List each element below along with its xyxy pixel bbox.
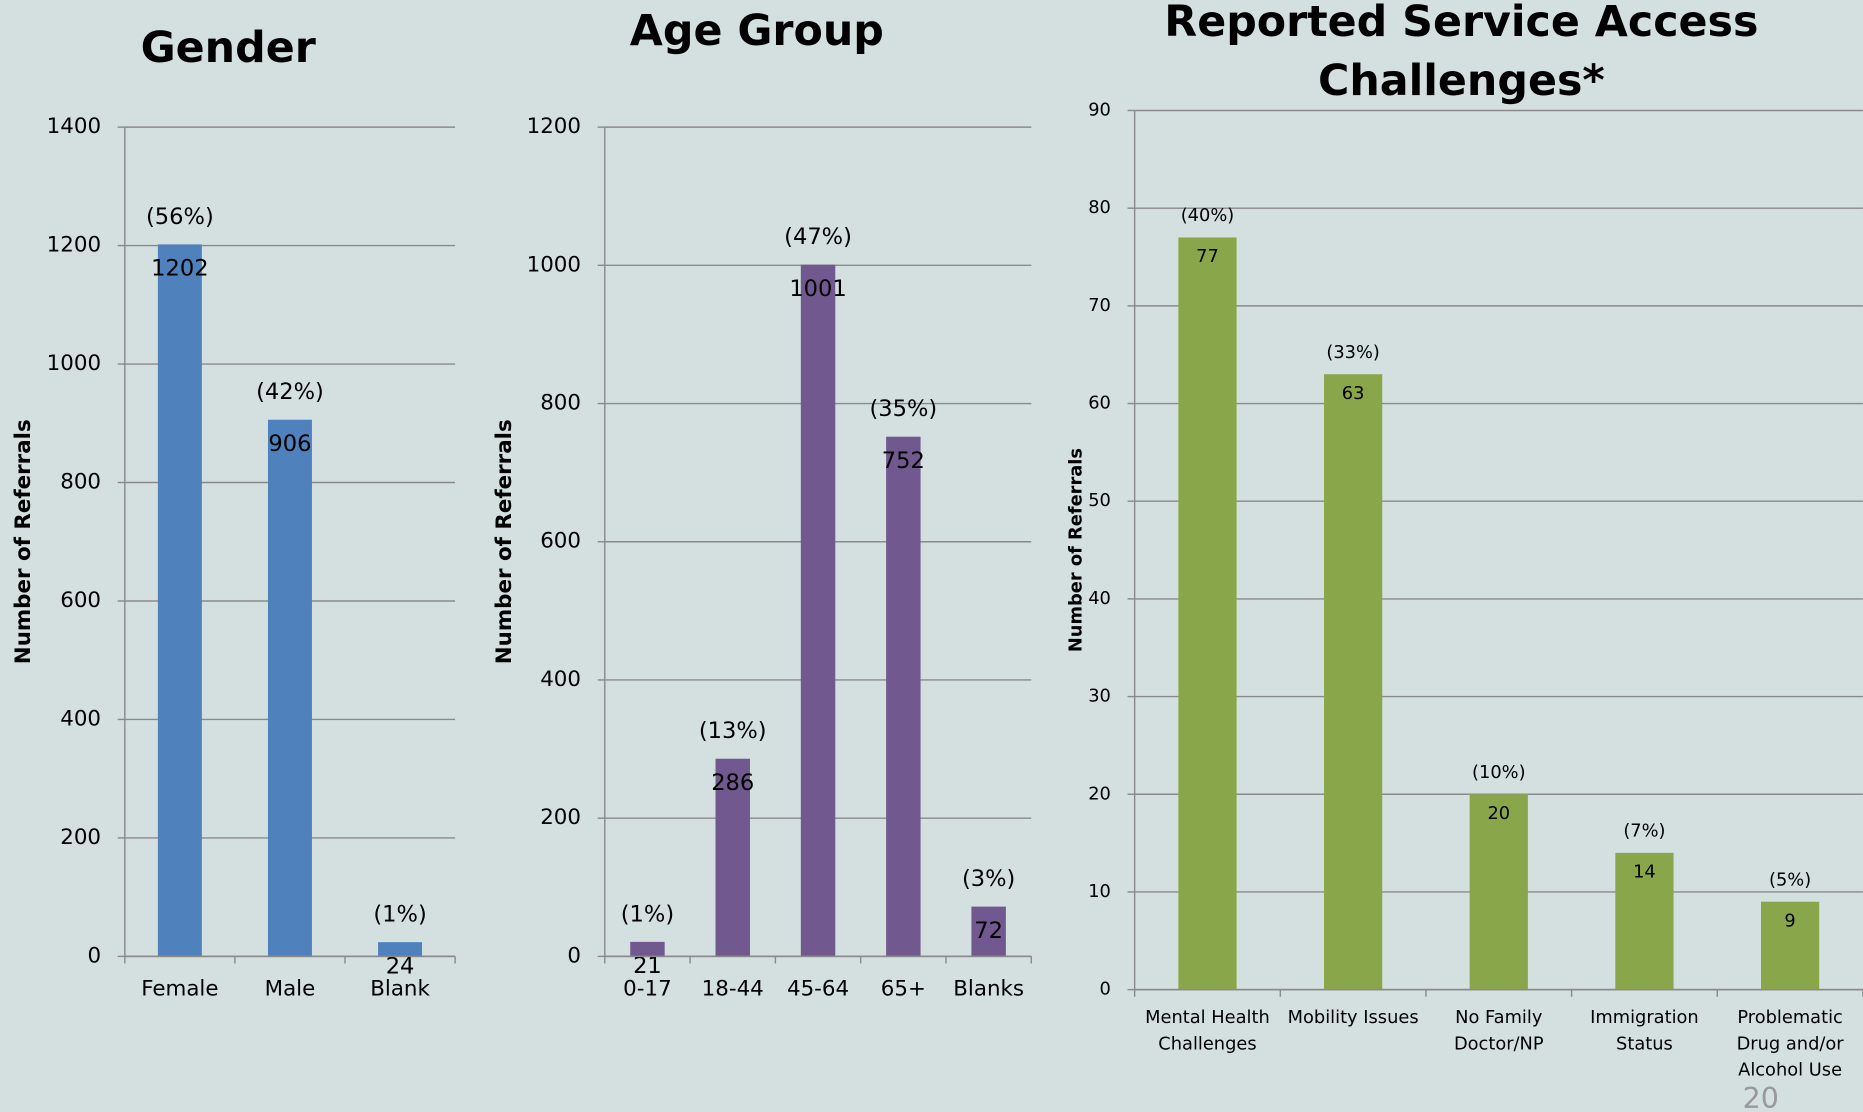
bar: [157, 244, 202, 957]
y-axis-label: Number of Referrals: [11, 419, 36, 664]
chart-title: Reported Service Access Challenges*: [1164, 0, 1758, 106]
value-label: 286: [711, 770, 754, 796]
value-label: 63: [1342, 383, 1365, 404]
percent-label: (35%): [869, 396, 937, 422]
y-tick-label: 0: [1100, 979, 1111, 1000]
y-tick-label: 800: [540, 391, 581, 416]
bar: [267, 419, 312, 957]
value-label: 752: [882, 448, 925, 474]
percent-label: (5%): [1769, 869, 1811, 890]
value-label: 21: [633, 953, 662, 979]
x-tick-label: 18-44: [702, 977, 764, 1002]
chart-title: Age Group: [630, 6, 884, 56]
x-tick-label: Blank: [370, 977, 430, 1002]
x-tick-label: Male: [265, 977, 316, 1002]
percent-label: (40%): [1181, 205, 1235, 226]
value-label: 77: [1196, 246, 1219, 267]
y-tick-label: 1200: [47, 233, 101, 258]
y-tick-label: 600: [540, 529, 581, 554]
value-label: 24: [386, 953, 415, 979]
bar: [1178, 237, 1237, 990]
percent-label: (47%): [784, 224, 852, 250]
y-tick-label: 200: [540, 805, 581, 830]
value-label: 72: [974, 918, 1003, 944]
bar: [971, 906, 1006, 957]
chart-title: Gender: [141, 22, 316, 72]
y-tick-label: 20: [1088, 783, 1111, 804]
y-tick-label: 1000: [47, 351, 101, 376]
bar: [1469, 794, 1528, 990]
percent-label: (3%): [962, 866, 1015, 892]
percent-label: (7%): [1623, 820, 1665, 841]
bar: [715, 758, 750, 957]
y-tick-label: 1000: [527, 252, 581, 277]
x-tick-label: 45-64: [787, 977, 849, 1002]
value-label: 20: [1487, 803, 1510, 824]
y-axis-label: Number of Referrals: [1065, 448, 1086, 652]
value-label: 1001: [789, 276, 846, 302]
y-axis-label: Number of Referrals: [492, 419, 517, 664]
y-tick-label: 50: [1088, 490, 1111, 511]
x-tick-label: 0-17: [623, 977, 672, 1002]
value-label: 14: [1633, 861, 1656, 882]
y-tick-label: 40: [1088, 588, 1111, 609]
percent-label: (56%): [146, 204, 214, 230]
x-tick-label: Mental Health Challenges: [1145, 1007, 1270, 1054]
x-tick-label: Immigration Status: [1590, 1007, 1699, 1054]
y-tick-label: 30: [1088, 686, 1111, 707]
page-number: 20: [1743, 1082, 1779, 1112]
percent-label: (33%): [1326, 342, 1380, 363]
y-tick-label: 70: [1088, 295, 1111, 316]
bar: [1324, 374, 1383, 990]
percent-label: (42%): [256, 379, 324, 405]
bar: [1615, 852, 1674, 990]
y-tick-label: 1200: [527, 114, 581, 139]
bar: [630, 941, 665, 957]
value-label: 906: [268, 431, 311, 457]
percent-label: (1%): [373, 902, 426, 928]
y-tick-label: 0: [87, 943, 101, 968]
y-tick-label: 80: [1088, 197, 1111, 218]
x-tick-label: Problematic Drug and/or Alcohol Use: [1737, 1007, 1845, 1080]
percent-label: (13%): [699, 718, 767, 744]
x-tick-label: Mobility Issues: [1288, 1007, 1419, 1028]
y-tick-label: 800: [60, 470, 101, 495]
percent-label: (1%): [621, 901, 674, 927]
y-tick-label: 90: [1088, 99, 1111, 120]
y-tick-label: 200: [60, 825, 101, 850]
value-label: 9: [1784, 910, 1795, 931]
y-tick-label: 10: [1088, 881, 1111, 902]
x-tick-label: No Family Doctor/NP: [1454, 1007, 1544, 1054]
value-label: 1202: [151, 256, 208, 282]
bar: [886, 436, 921, 957]
y-tick-label: 60: [1088, 393, 1111, 414]
bar: [800, 264, 836, 957]
y-tick-label: 600: [60, 588, 101, 613]
y-tick-label: 400: [60, 706, 101, 731]
y-tick-label: 0: [567, 943, 581, 968]
x-tick-label: Female: [141, 977, 218, 1002]
x-tick-label: Blanks: [953, 977, 1024, 1002]
y-tick-label: 400: [540, 667, 581, 692]
bar: [378, 942, 423, 957]
percent-label: (10%): [1472, 762, 1526, 783]
x-tick-label: 65+: [881, 977, 926, 1002]
bar: [1760, 901, 1820, 990]
y-tick-label: 1400: [47, 114, 101, 139]
